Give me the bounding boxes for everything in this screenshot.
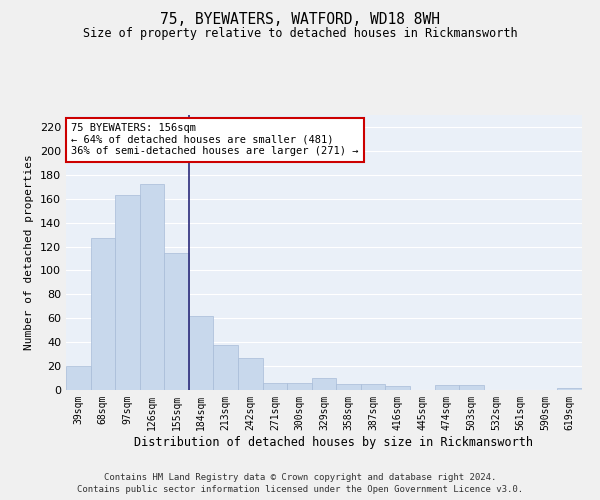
Text: Distribution of detached houses by size in Rickmansworth: Distribution of detached houses by size … xyxy=(134,436,533,449)
Bar xyxy=(459,385,484,390)
Bar xyxy=(238,358,263,390)
Bar xyxy=(312,378,336,390)
Bar xyxy=(361,384,385,390)
Y-axis label: Number of detached properties: Number of detached properties xyxy=(25,154,34,350)
Bar xyxy=(287,383,312,390)
Bar xyxy=(91,238,115,390)
Bar xyxy=(164,252,189,390)
Text: Contains HM Land Registry data © Crown copyright and database right 2024.: Contains HM Land Registry data © Crown c… xyxy=(104,473,496,482)
Bar xyxy=(557,388,582,390)
Text: 75, BYEWATERS, WATFORD, WD18 8WH: 75, BYEWATERS, WATFORD, WD18 8WH xyxy=(160,12,440,28)
Bar xyxy=(385,386,410,390)
Bar xyxy=(66,366,91,390)
Bar xyxy=(214,344,238,390)
Bar xyxy=(140,184,164,390)
Bar xyxy=(336,384,361,390)
Text: 75 BYEWATERS: 156sqm
← 64% of detached houses are smaller (481)
36% of semi-deta: 75 BYEWATERS: 156sqm ← 64% of detached h… xyxy=(71,123,359,156)
Text: Contains public sector information licensed under the Open Government Licence v3: Contains public sector information licen… xyxy=(77,486,523,494)
Bar xyxy=(189,316,214,390)
Text: Size of property relative to detached houses in Rickmansworth: Size of property relative to detached ho… xyxy=(83,28,517,40)
Bar xyxy=(115,195,140,390)
Bar xyxy=(263,383,287,390)
Bar xyxy=(434,385,459,390)
